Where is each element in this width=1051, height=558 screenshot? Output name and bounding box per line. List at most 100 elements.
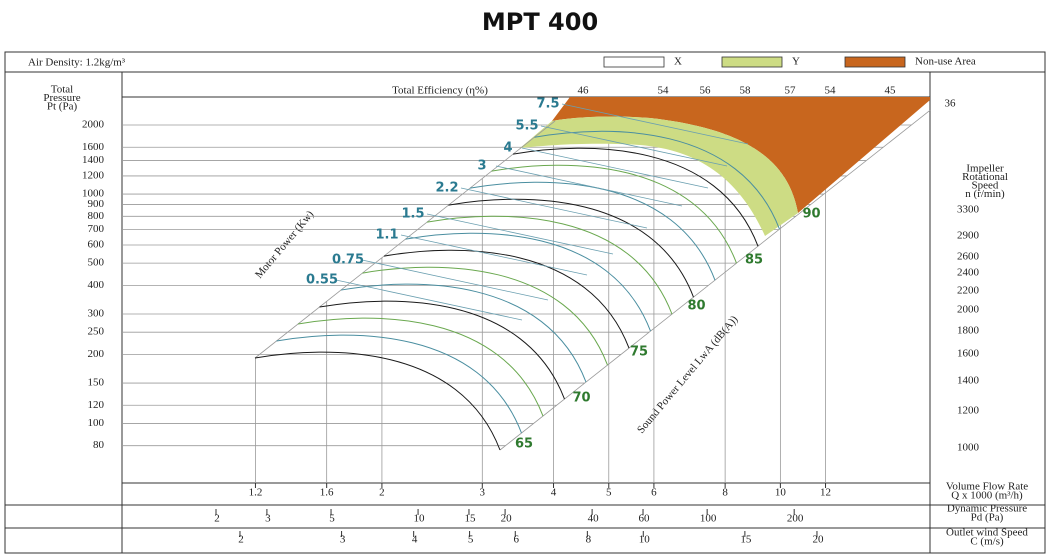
y-tick-label: 250 — [88, 326, 105, 338]
fan-curve — [491, 164, 737, 264]
x-tick-label: 1.6 — [320, 487, 334, 499]
non-use-area — [552, 97, 930, 213]
y-tick-label: 1400 — [82, 154, 105, 166]
x-tick-label: 10 — [414, 513, 426, 525]
speed-value: 2400 — [957, 267, 980, 279]
y-tick-label: 1200 — [82, 169, 105, 181]
pressure-axis-label: Pt (Pa) — [47, 101, 78, 113]
x-tick-label: 8 — [722, 487, 728, 499]
legend-swatch — [844, 56, 906, 68]
efficiency-value: 45 — [885, 85, 897, 97]
y-area — [520, 116, 798, 236]
power-label: 0.55 — [306, 273, 338, 288]
speed-axis-label: Speed — [972, 180, 999, 192]
legend-swatch — [721, 56, 783, 68]
speed-axis-label: Rotational — [962, 171, 1008, 183]
x-tick-label: 20 — [501, 513, 513, 525]
fan-curve — [276, 334, 522, 434]
fan-curve — [426, 215, 673, 315]
x-tick-label: 200 — [787, 513, 804, 525]
x-tick-label: 10 — [639, 534, 651, 546]
power-label: 2.2 — [435, 181, 458, 196]
efficiency-corner: 36 — [945, 98, 957, 110]
y-tick-label: 700 — [88, 223, 105, 235]
x-tick-label: 4 — [551, 487, 557, 499]
pressure-axis-label: Pressure — [43, 92, 80, 104]
speed-value: 1400 — [957, 375, 980, 387]
y-tick-label: 400 — [88, 279, 105, 291]
y-tick-label: 80 — [93, 439, 105, 451]
x-tick-label: 15 — [740, 534, 752, 546]
power-line — [561, 103, 749, 145]
x-tick-label: 40 — [588, 513, 600, 525]
power-label: 7.5 — [536, 97, 559, 112]
efficiency-value: 57 — [785, 85, 797, 97]
axis-label: Volume Flow Rate — [946, 481, 1028, 493]
fan-curve — [362, 266, 608, 366]
x-tick-label: 20 — [812, 534, 824, 546]
x-tick-label: 3 — [480, 487, 486, 499]
power-line — [495, 165, 683, 207]
axis-label: Dynamic Pressure — [947, 503, 1027, 515]
fan-curve — [383, 249, 630, 349]
y-tick-label: 600 — [88, 238, 105, 250]
fan-curve — [319, 300, 565, 400]
speed-value: 3300 — [957, 204, 980, 216]
fan-curve — [405, 232, 651, 332]
sound-label: 80 — [687, 299, 705, 314]
efficiency-value: 54 — [658, 85, 670, 97]
axis-label: C (m/s) — [970, 536, 1004, 548]
y-tick-label: 900 — [88, 198, 105, 210]
legend-swatch — [603, 56, 665, 68]
frame — [4, 51, 1046, 554]
fan-curve — [254, 351, 501, 451]
fan-curve — [340, 283, 587, 383]
sound-label: 85 — [745, 253, 763, 268]
fan-curve — [534, 130, 780, 230]
x-tick-label: 2 — [214, 513, 220, 525]
x-tick-label: 1.2 — [249, 487, 263, 499]
y-tick-label: 150 — [88, 377, 105, 389]
x-tick-label: 3 — [265, 513, 271, 525]
speed-value: 1800 — [957, 325, 980, 337]
sound-label: 65 — [515, 437, 533, 452]
x-tick-label: 3 — [340, 534, 346, 546]
efficiency-value: 56 — [700, 85, 712, 97]
power-line — [540, 125, 728, 167]
chart-title: MPT 400 — [482, 8, 598, 36]
power-label: 4 — [503, 141, 512, 156]
y-tick-label: 100 — [88, 417, 105, 429]
speed-value: 1600 — [957, 348, 980, 360]
air-density: Air Density: 1.2kg/m³ — [28, 57, 126, 69]
x-tick-label: 4 — [412, 534, 418, 546]
x-tick-label: 2 — [379, 487, 385, 499]
x-tick-label: 15 — [464, 513, 476, 525]
speed-value: 1000 — [957, 442, 980, 454]
power-label: 5.5 — [515, 119, 538, 134]
y-tick-label: 2000 — [82, 119, 105, 131]
power-line — [335, 279, 523, 321]
legend-label: X — [674, 56, 682, 68]
efficiency-label: Total Efficiency (η%) — [392, 85, 488, 97]
speed-value: 2200 — [957, 285, 980, 297]
x-tick-label: 2 — [238, 534, 244, 546]
x-tick-label: 6 — [514, 534, 520, 546]
sound-power-label: Sound Power Level LwA (dB(A)) — [635, 313, 741, 436]
axis-label: Q x 1000 (m³/h) — [951, 490, 1023, 502]
sound-label: 75 — [630, 345, 648, 360]
x-tick-label: 12 — [820, 487, 831, 499]
speed-axis-label: Impeller — [966, 163, 1004, 175]
power-label: 0.75 — [332, 253, 364, 268]
y-tick-label: 800 — [88, 210, 105, 222]
x-tick-label: 5 — [606, 487, 612, 499]
power-label: 1.1 — [375, 228, 398, 243]
speed-axis-label: n (r/min) — [965, 188, 1005, 200]
y-tick-label: 1000 — [82, 188, 105, 200]
power-line — [400, 234, 588, 276]
speed-value: 2000 — [957, 304, 980, 316]
power-line — [361, 259, 549, 301]
pressure-axis-label: Total — [51, 84, 73, 96]
y-tick-label: 500 — [88, 257, 105, 269]
fan-curve — [448, 198, 694, 298]
axis-label: Outlet wind Speed — [946, 527, 1028, 539]
